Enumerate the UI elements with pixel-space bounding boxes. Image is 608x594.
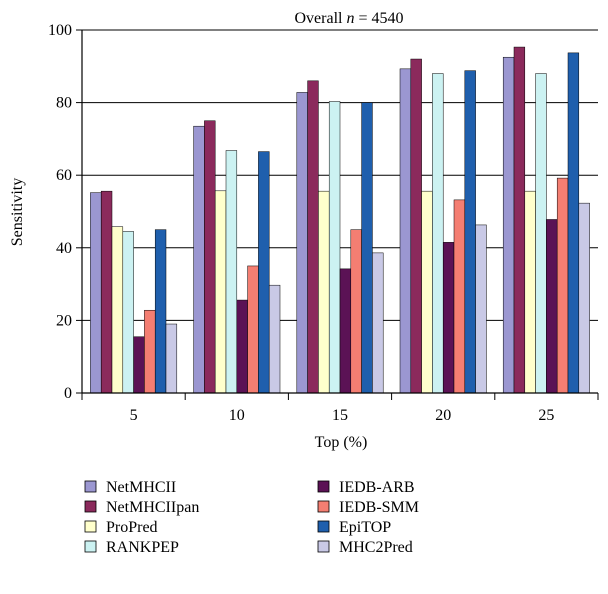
bar-netmhcii-top25 — [502, 56, 515, 394]
x-tick-label: 25 — [538, 407, 554, 424]
bar-iedb-smm-top25 — [556, 177, 569, 394]
x-axis-label: Top (%) — [315, 434, 368, 451]
bar-iedb-arb-top25 — [546, 219, 558, 394]
y-tick-label: 40 — [56, 240, 72, 257]
bar-epitop-top5 — [154, 229, 167, 394]
bar-iedb-arb-top5 — [133, 336, 145, 394]
legend-swatch-mhc2pred — [317, 540, 330, 553]
legend-label-netmhciipan: NetMHCIIpan — [106, 499, 199, 516]
bar-mhc2pred-top25 — [578, 202, 590, 394]
bar-mhc2pred-top15 — [372, 252, 384, 394]
bar-rankpep-top10 — [225, 150, 238, 394]
legend-swatch-epitop — [317, 520, 330, 533]
bar-iedb-smm-top15 — [350, 229, 362, 394]
bar-mhc2pred-top10 — [268, 284, 281, 394]
legend-swatch-iedb-smm — [317, 500, 330, 513]
y-tick-label: 100 — [48, 22, 72, 39]
legend: NetMHCII NetMHCIIpan ProPred RANKPEP IEDB-AR… — [84, 479, 419, 556]
bar-epitop-top10 — [258, 151, 270, 394]
bar-netmhciipan-top10 — [204, 120, 216, 394]
y-tick-label: 20 — [56, 312, 72, 329]
legend-label-iedb-smm: IEDB-SMM — [339, 499, 419, 516]
y-tick-label: 60 — [56, 167, 72, 184]
legend-label-mhc2pred: MHC2Pred — [339, 539, 413, 556]
bar-iedb-arb-top20 — [442, 242, 455, 394]
bar-netmhciipan-top25 — [513, 46, 526, 394]
bar-epitop-top20 — [464, 70, 476, 394]
bar-propred-top25 — [524, 190, 536, 394]
y-tick-label: 80 — [56, 95, 72, 112]
legend-label-netmhcii: NetMHCII — [106, 479, 176, 496]
legend-swatch-propred — [84, 520, 97, 533]
bar-propred-top15 — [318, 190, 330, 394]
bars-group — [90, 46, 590, 394]
chart-title: Overall n = 4540 — [294, 10, 403, 27]
x-tick-label: 5 — [130, 407, 138, 424]
y-tick-label: 0 — [64, 385, 72, 402]
legend-label-propred: ProPred — [106, 519, 158, 536]
legend-label-iedb-arb: IEDB-ARB — [339, 479, 415, 496]
bar-propred-top20 — [421, 190, 433, 394]
bar-rankpep-top20 — [432, 73, 444, 394]
legend-swatch-netmhciipan — [84, 500, 97, 513]
bar-iedb-smm-top20 — [453, 199, 466, 394]
bar-epitop-top15 — [361, 102, 373, 394]
bar-rankpep-top25 — [535, 73, 547, 394]
bar-netmhcii-top10 — [193, 125, 205, 394]
bar-netmhciipan-top5 — [100, 190, 113, 394]
bar-mhc2pred-top20 — [475, 224, 487, 394]
bar-iedb-arb-top10 — [236, 299, 248, 394]
legend-swatch-netmhcii — [84, 480, 97, 493]
bar-netmhciipan-top20 — [410, 58, 422, 394]
bar-netmhcii-top5 — [90, 192, 102, 394]
legend-swatch-rankpep — [84, 540, 97, 553]
x-tick-label: 10 — [229, 407, 245, 424]
bar-rankpep-top15 — [328, 101, 341, 394]
bar-rankpep-top5 — [122, 231, 134, 394]
bar-netmhciipan-top15 — [307, 80, 319, 394]
x-tick-label: 15 — [332, 407, 348, 424]
y-axis-label: Sensitivity — [9, 178, 26, 246]
bar-mhc2pred-top5 — [165, 323, 178, 394]
bar-iedb-smm-top5 — [144, 309, 156, 394]
legend-label-epitop: EpiTOP — [339, 519, 391, 536]
bar-propred-top10 — [214, 190, 227, 394]
x-tick-label: 20 — [435, 407, 451, 424]
bar-propred-top5 — [111, 226, 124, 394]
bar-netmhcii-top20 — [399, 68, 412, 394]
bar-epitop-top25 — [567, 52, 580, 394]
axes-group: 0 20 40 60 80 100 5 10 15 20 25 — [48, 22, 599, 424]
bar-iedb-smm-top10 — [247, 265, 259, 394]
legend-swatch-iedb-arb — [317, 480, 330, 493]
legend-label-rankpep: RANKPEP — [106, 539, 179, 556]
bar-iedb-arb-top15 — [339, 268, 352, 394]
bar-netmhcii-top15 — [296, 92, 308, 394]
